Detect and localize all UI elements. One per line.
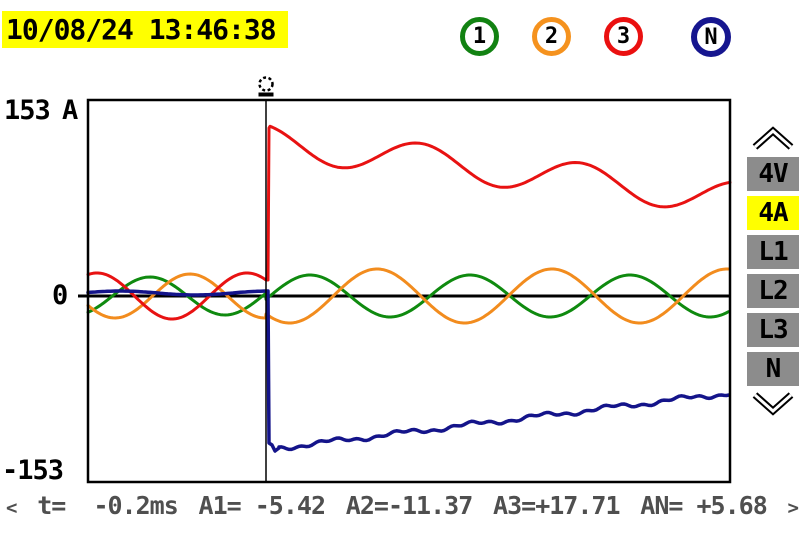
softkey-n[interactable]: N: [747, 351, 799, 386]
softkey-l3[interactable]: L3: [747, 312, 799, 347]
a2-readout: A2=-11.37: [345, 491, 473, 520]
status-bar: < t= -0.2ms A1= -5.42 A2=-11.37 A3=+17.7…: [6, 491, 799, 520]
timestamp: 10/08/24 13:46:38: [2, 11, 288, 48]
trigger-marker-icon: [258, 76, 274, 92]
y-axis-min-label: -153: [2, 455, 64, 486]
an-label: AN=: [640, 491, 683, 520]
cursor-time-readout: t= -0.2ms: [37, 491, 179, 520]
trace-a2: [86, 267, 730, 325]
softkey-4a[interactable]: 4A: [747, 195, 799, 230]
trace-a1: [86, 273, 730, 319]
a1-value: -5.42: [240, 491, 326, 520]
a1-label: A1=: [198, 491, 242, 520]
softkey-4v[interactable]: 4V: [747, 156, 799, 191]
trigger-marker-underline: [258, 92, 274, 97]
an-readout: AN= +5.68: [640, 491, 768, 520]
channel-n-badge: N: [691, 17, 731, 57]
a3-value: +17.71: [535, 491, 620, 520]
channel-2-badge: 2: [532, 17, 571, 56]
waveform-traces: [86, 124, 732, 453]
channel-3-label: 3: [616, 24, 631, 49]
channel-1-badge: 1: [460, 17, 499, 56]
a2-value: -11.37: [387, 491, 473, 520]
chevron-up-icon[interactable]: [750, 126, 796, 152]
softkey-l2[interactable]: L2: [747, 273, 799, 308]
trace-a3: [86, 124, 732, 321]
channel-1-label: 1: [472, 24, 487, 49]
chevron-down-icon[interactable]: [750, 390, 796, 416]
y-axis-unit-label: A: [62, 95, 78, 126]
an-value: +5.68: [682, 491, 768, 520]
y-axis-zero-label: 0: [52, 280, 68, 311]
a3-label: A3=: [493, 491, 536, 520]
channel-n-label: N: [704, 24, 718, 50]
trace-an: [86, 289, 731, 453]
channel-2-label: 2: [544, 24, 559, 49]
scroll-left-arrow[interactable]: <: [6, 497, 17, 519]
scroll-right-arrow[interactable]: >: [787, 497, 799, 519]
chart-border: [86, 98, 732, 484]
cursor-time-label: t=: [37, 491, 66, 520]
a2-label: A2=: [345, 491, 389, 520]
y-axis-max-label: 153: [4, 95, 51, 126]
softkey-column: 4V 4A L1 L2 L3 N: [746, 124, 800, 418]
channel-3-badge: 3: [604, 17, 643, 56]
a3-readout: A3=+17.71: [493, 491, 620, 520]
cursor-time-value: -0.2ms: [65, 491, 178, 520]
softkey-l1[interactable]: L1: [747, 234, 799, 269]
a1-readout: A1= -5.42: [198, 491, 326, 520]
